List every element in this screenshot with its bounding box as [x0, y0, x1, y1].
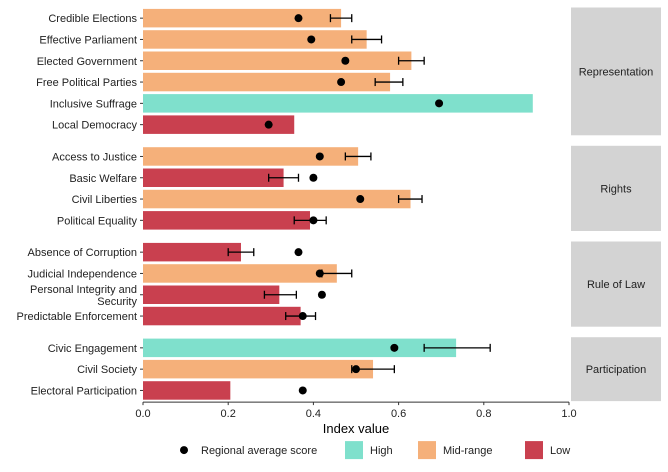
avg-point [309, 216, 318, 225]
y-tick-label: Basic Welfare [69, 173, 137, 185]
y-tick-label: Credible Elections [48, 13, 137, 25]
x-tick-label: 0.4 [306, 408, 321, 420]
y-tick-label: Elected Government [37, 56, 137, 68]
avg-point [317, 290, 326, 299]
bar [143, 30, 367, 49]
y-tick-label: Access to Justice [52, 151, 137, 163]
y-tick-label: Free Political Parties [36, 77, 137, 89]
avg-point [315, 152, 324, 161]
avg-point [315, 269, 324, 278]
panel-1: Access to Justice Basic Welfare Civil Libe… [52, 145, 661, 231]
y-tick-label: Civic Engagement [48, 343, 137, 355]
avg-point [294, 14, 303, 23]
bar [143, 115, 295, 134]
bar [143, 51, 412, 70]
avg-point [309, 173, 318, 182]
panel-strip [571, 145, 661, 231]
x-tick-label: 0.8 [476, 408, 491, 420]
panel-label: Rule of Law [587, 279, 645, 291]
y-tick-label: Absence of Corruption [28, 247, 137, 259]
bar [143, 264, 337, 283]
avg-point [356, 195, 365, 204]
bar [143, 8, 342, 28]
x-tick-label: 0.2 [221, 408, 236, 420]
panel-2: Absence of Corruption Judicial Independen… [17, 241, 661, 327]
legend-swatch-mid-range [418, 441, 436, 460]
bar [143, 94, 533, 113]
x-axis: 0.0 0.2 0.4 0.6 0.8 1.0 [135, 401, 577, 420]
avg-point [435, 99, 444, 108]
legend-label: High [370, 445, 393, 457]
panel-label: Participation [586, 364, 647, 376]
x-tick-label: 0.0 [135, 408, 150, 420]
x-axis-title: Index value [323, 421, 390, 436]
panel-3: Civic Engagement Civil Society Electoral P… [31, 337, 661, 402]
panels-layer: Credible Elections Effective Parliament El… [17, 7, 661, 402]
legend-label: Low [550, 445, 570, 457]
bar [143, 338, 457, 358]
legend-swatch-point [180, 446, 188, 455]
y-tick-label: Personal Integrity and Security [30, 284, 138, 308]
bar [143, 242, 241, 262]
bar [143, 359, 374, 379]
legend-swatch-low [525, 441, 543, 460]
legend-label: Mid-range [443, 445, 493, 457]
bar [143, 147, 359, 166]
avg-point [337, 78, 346, 87]
avg-point [298, 312, 307, 321]
avg-point [298, 386, 307, 395]
legend: Regional average score High Mid-range Low [180, 441, 570, 460]
x-tick-label: 1.0 [561, 408, 576, 420]
y-tick-label: Local Democracy [52, 120, 137, 132]
bar [143, 72, 391, 92]
bar [143, 381, 231, 400]
bar [143, 306, 301, 326]
bar [143, 168, 284, 187]
y-tick-label: Inclusive Suffrage [50, 98, 137, 110]
y-tick-label: Effective Parliament [39, 34, 137, 46]
avg-point [390, 343, 399, 352]
panel-label: Rights [600, 183, 632, 195]
avg-point [341, 56, 350, 65]
legend-label: Regional average score [201, 445, 317, 457]
y-tick-label: Civil Society [77, 364, 137, 376]
y-tick-label: Predictable Enforcement [17, 311, 137, 323]
y-tick-label: Electoral Participation [31, 385, 137, 397]
y-tick-label: Civil Liberties [72, 194, 138, 206]
panel-strip [571, 7, 661, 136]
panel-strip [571, 337, 661, 402]
y-tick-label: Political Equality [57, 215, 138, 227]
avg-point [294, 248, 303, 257]
avg-point [307, 35, 316, 44]
legend-item-high: High [345, 441, 393, 460]
x-tick-label: 0.6 [391, 408, 406, 420]
bar [143, 189, 411, 209]
legend-item-avg: Regional average score [180, 445, 317, 457]
bar [143, 285, 280, 304]
legend-item-low: Low [525, 441, 570, 460]
panel-0: Credible Elections Effective Parliament El… [36, 7, 661, 136]
avg-point [352, 365, 360, 374]
avg-point [264, 120, 273, 129]
panel-strip [571, 241, 661, 327]
legend-swatch-high [345, 441, 363, 460]
bar [143, 211, 310, 230]
legend-item-mid-range: Mid-range [418, 441, 493, 460]
panel-label: Representation [579, 66, 654, 78]
y-tick-label: Judicial Independence [28, 268, 137, 280]
